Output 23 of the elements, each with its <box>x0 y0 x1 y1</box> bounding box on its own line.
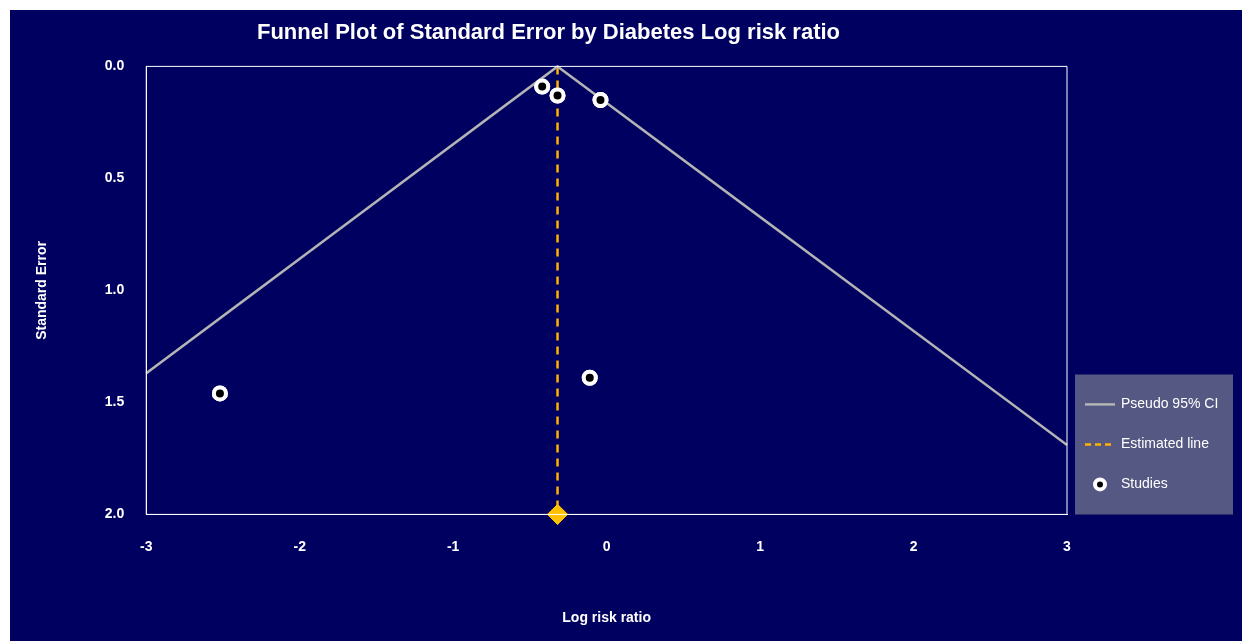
y-tick-label: 0.5 <box>104 169 125 186</box>
y-tick-label: 1.5 <box>104 393 125 410</box>
point <box>211 385 228 402</box>
x-tick-label: -1 <box>446 537 460 554</box>
x-axis-title: Log risk ratio <box>562 609 651 626</box>
legend-label: Pseudo 95% CI <box>1121 395 1219 412</box>
x-tick-label: -3 <box>140 537 153 554</box>
y-tick-label: 2.0 <box>104 505 125 522</box>
x-tick-label: 0 <box>602 537 611 554</box>
x-tick-label: -2 <box>293 537 307 554</box>
x-tick-label: 1 <box>756 537 765 554</box>
chart-title: Funnel Plot of Standard Error by Diabetes Log risk ratio <box>256 19 841 45</box>
legend-label: Studies <box>1121 475 1168 492</box>
point <box>592 92 609 108</box>
legend-label: Estimated line <box>1121 435 1210 452</box>
y-axis-title: Standard Error <box>33 240 50 340</box>
x-tick-label: 2 <box>909 537 918 554</box>
point <box>581 369 598 386</box>
y-tick-label: 0.0 <box>104 57 125 74</box>
x-tick-label: 3 <box>1063 537 1072 554</box>
y-tick-label: 1.0 <box>104 281 125 298</box>
point <box>534 78 551 95</box>
point <box>549 87 566 104</box>
